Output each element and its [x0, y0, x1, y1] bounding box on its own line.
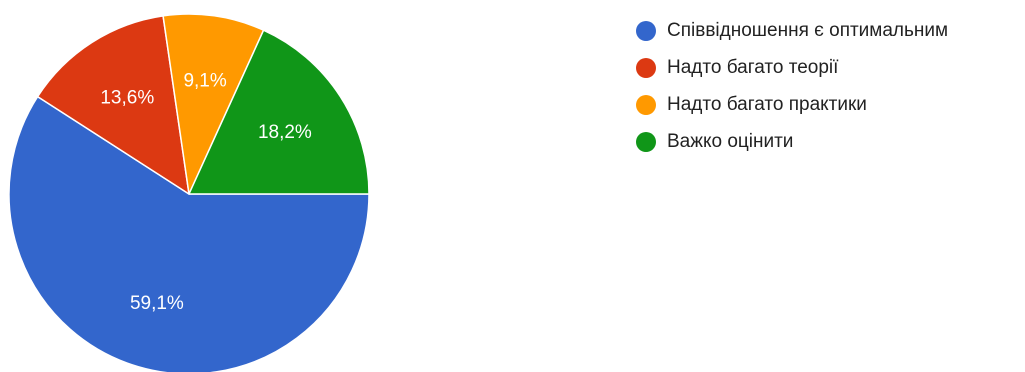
chart-legend: Співвідношення є оптимальним Надто багато… [636, 12, 948, 160]
pie-slice-3-value-label: 9,1% [183, 71, 226, 92]
legend-swatch-icon [636, 20, 656, 41]
pie-slice-2[interactable] [36, 15, 190, 195]
legend-label: Важко оцінити [667, 130, 794, 152]
legend-label: Надто багато практики [667, 93, 867, 115]
pie-slice-4[interactable] [188, 29, 370, 195]
legend-item-1[interactable]: Співвідношення є оптимальним [636, 12, 948, 49]
legend-swatch-icon [636, 94, 656, 115]
legend-item-2[interactable]: Надто багато теорії [636, 49, 948, 86]
pie-slice-3[interactable] [162, 13, 265, 195]
pie-slice-1[interactable] [8, 95, 370, 372]
legend-label: Співвідношення є оптимальним [667, 19, 949, 41]
pie-chart: 59,1% 13,6% 9,1% 18,2% [8, 13, 370, 372]
pie-slice-4-value-label: 18,2% [258, 122, 312, 143]
legend-item-3[interactable]: Надто багато практики [636, 86, 948, 123]
legend-label: Надто багато теорії [667, 56, 839, 78]
legend-item-4[interactable]: Важко оцінити [636, 123, 948, 160]
pie-slice-1-value-label: 59,1% [130, 293, 184, 314]
pie-slice-2-value-label: 13,6% [100, 88, 154, 109]
legend-swatch-icon [636, 57, 656, 78]
legend-swatch-icon [636, 131, 656, 152]
